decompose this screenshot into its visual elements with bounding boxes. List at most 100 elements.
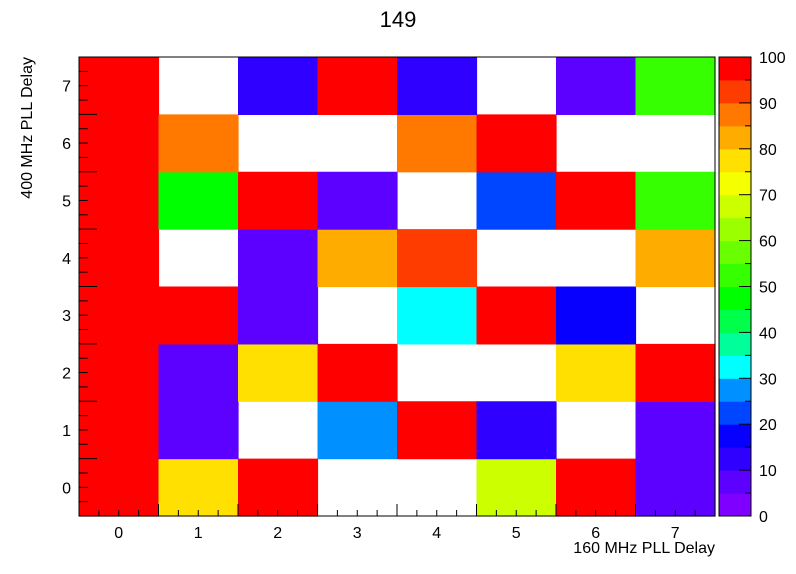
color-scale-segment bbox=[719, 79, 751, 104]
color-scale-tick-label: 60 bbox=[759, 234, 777, 251]
heatmap-cell-x3-y2 bbox=[317, 343, 398, 402]
color-scale-segment bbox=[719, 286, 751, 310]
color-scale-segment bbox=[719, 378, 751, 402]
color-scale-tick-label: 0 bbox=[759, 509, 768, 526]
heatmap-cell-x0-y0 bbox=[79, 458, 160, 517]
heatmap-cell-x7-y0 bbox=[635, 458, 716, 517]
x-tick-label: 1 bbox=[194, 525, 203, 542]
color-scale-segment bbox=[719, 125, 751, 150]
color-scale-segment bbox=[719, 57, 751, 81]
heatmap-cell-x3-y7 bbox=[317, 57, 398, 115]
color-scale-tick-label: 100 bbox=[759, 50, 786, 67]
color-scale-segment bbox=[719, 263, 751, 287]
heatmap-cell-x7-y5 bbox=[635, 171, 716, 230]
color-scale-segment bbox=[719, 332, 751, 356]
color-scale-tick-label: 80 bbox=[759, 142, 777, 159]
y-axis-title: 400 MHz PLL Delay bbox=[19, 57, 36, 199]
color-scale-tick-label: 90 bbox=[759, 96, 777, 113]
heatmap-cell-x4-y1 bbox=[397, 401, 478, 460]
chart-title: 149 bbox=[380, 7, 417, 32]
color-scale-segment bbox=[719, 424, 751, 448]
heatmap-cell-x7-y2 bbox=[635, 343, 716, 402]
y-tick-label: 5 bbox=[62, 193, 71, 210]
heatmap-cell-x1-y1 bbox=[158, 401, 239, 460]
heatmap-cell-x0-y7 bbox=[79, 57, 160, 115]
heatmap-cell-x5-y0 bbox=[476, 458, 557, 517]
color-scale-segment bbox=[719, 401, 751, 425]
y-tick-label: 6 bbox=[62, 136, 71, 153]
heatmap-cell-x3-y1 bbox=[317, 401, 398, 460]
color-scale-segment bbox=[719, 194, 751, 219]
color-scale-segment bbox=[719, 102, 751, 127]
x-tick-label: 0 bbox=[114, 525, 123, 542]
heatmap-cell-x6-y7 bbox=[556, 57, 637, 115]
y-tick-label: 7 bbox=[62, 79, 71, 96]
heatmap-cell-x3-y4 bbox=[317, 229, 398, 288]
color-scale-segment bbox=[719, 493, 751, 517]
heatmap-cell-x2-y7 bbox=[238, 57, 319, 115]
heatmap-cells bbox=[79, 57, 716, 517]
color-scale-segment bbox=[719, 355, 751, 379]
heatmap-cell-x0-y6 bbox=[79, 114, 160, 173]
heatmap-cell-x1-y2 bbox=[158, 343, 239, 402]
y-tick-label: 1 bbox=[62, 423, 71, 440]
color-scale-tick-label: 50 bbox=[759, 280, 777, 297]
heatmap-cell-x6-y5 bbox=[556, 171, 637, 230]
heatmap-cell-x0-y5 bbox=[79, 171, 160, 230]
x-tick-label: 6 bbox=[591, 525, 600, 542]
color-scale-tick-label: 30 bbox=[759, 371, 777, 388]
heatmap-cell-x5-y6 bbox=[476, 114, 557, 173]
y-tick-label: 4 bbox=[62, 251, 71, 268]
y-tick-label: 2 bbox=[62, 366, 71, 383]
heatmap-cell-x7-y1 bbox=[635, 401, 716, 460]
y-tick-label: 0 bbox=[62, 480, 71, 497]
x-axis-title: 160 MHz PLL Delay bbox=[573, 540, 715, 557]
heatmap-cell-x1-y3 bbox=[158, 286, 239, 345]
x-axis: 0 1 2 3 4 5 6 7 bbox=[78, 504, 716, 542]
heatmap-cell-x1-y6 bbox=[158, 114, 239, 173]
color-scale-tick-label: 40 bbox=[759, 325, 777, 342]
color-scale-segment bbox=[719, 309, 751, 333]
heatmap-cell-x4-y7 bbox=[397, 57, 478, 115]
x-tick-label: 4 bbox=[432, 525, 441, 542]
heatmap-cell-x2-y4 bbox=[238, 229, 319, 288]
heatmap-cell-x5-y1 bbox=[476, 401, 557, 460]
color-scale-tick-label: 20 bbox=[759, 417, 777, 434]
heatmap-cell-x7-y7 bbox=[635, 57, 716, 115]
heatmap-cell-x1-y0 bbox=[158, 458, 239, 517]
heatmap-cell-x4-y3 bbox=[397, 286, 478, 345]
color-scale: 0 10 20 30 40 50 60 70 80 90 100 bbox=[718, 50, 786, 526]
heatmap-cell-x7-y4 bbox=[635, 229, 716, 288]
heatmap-cell-x0-y3 bbox=[79, 286, 160, 345]
heatmap-cell-x2-y0 bbox=[238, 458, 319, 517]
color-scale-tick-label: 10 bbox=[759, 463, 777, 480]
y-axis: 0 1 2 3 4 5 6 7 bbox=[62, 56, 97, 517]
color-scale-segment bbox=[719, 171, 751, 196]
color-scale-segment bbox=[719, 240, 751, 265]
x-tick-label: 5 bbox=[512, 525, 521, 542]
color-scale-tick-label: 70 bbox=[759, 188, 777, 205]
heatmap-cell-x6-y0 bbox=[556, 458, 637, 517]
heatmap-cell-x1-y5 bbox=[158, 171, 239, 230]
heatmap-cell-x5-y3 bbox=[476, 286, 557, 345]
heatmap-cell-x0-y2 bbox=[79, 343, 160, 402]
heatmap-cell-x2-y2 bbox=[238, 343, 319, 402]
x-tick-label: 2 bbox=[273, 525, 282, 542]
y-tick-label: 3 bbox=[62, 308, 71, 325]
color-scale-segment bbox=[719, 447, 751, 471]
color-scale-segment bbox=[719, 217, 751, 242]
x-tick-label: 3 bbox=[353, 525, 362, 542]
heatmap-cell-x2-y3 bbox=[238, 286, 319, 345]
heatmap-cell-x5-y5 bbox=[476, 171, 557, 230]
heatmap-cell-x0-y4 bbox=[79, 229, 160, 288]
heatmap-cell-x4-y4 bbox=[397, 229, 478, 288]
x-tick-label: 7 bbox=[671, 525, 680, 542]
heatmap-cell-x2-y5 bbox=[238, 171, 319, 230]
color-scale-segment bbox=[719, 148, 751, 173]
heatmap-cell-x6-y2 bbox=[556, 343, 637, 402]
heatmap-cell-x4-y6 bbox=[397, 114, 478, 173]
heatmap-cell-x6-y3 bbox=[556, 286, 637, 345]
heatmap-cell-x0-y1 bbox=[79, 401, 160, 460]
heatmap-cell-x3-y5 bbox=[317, 171, 398, 230]
